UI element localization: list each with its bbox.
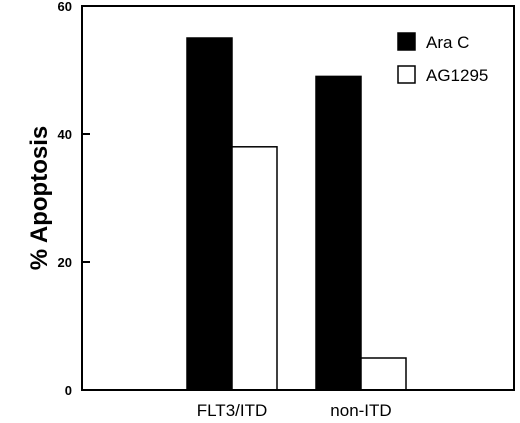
plot-frame — [81, 5, 515, 391]
legend-label-1: AG1295 — [426, 66, 488, 85]
category-labels: FLT3/ITD non-ITD — [197, 401, 392, 420]
bar-flt3-itd-ag1295 — [231, 146, 278, 391]
y-tick-label-60: 60 — [58, 0, 72, 14]
y-tick-label-0: 0 — [65, 383, 72, 398]
y-axis-ticks: 0 20 40 60 — [58, 0, 90, 398]
legend-swatch-0 — [397, 32, 416, 51]
bar-non-itd-ara-c — [315, 75, 362, 391]
y-axis-label: % Apoptosis — [26, 126, 53, 270]
y-tick-label-20: 20 — [58, 255, 72, 270]
category-label-0: FLT3/ITD — [197, 401, 268, 420]
y-tick-label-40: 40 — [58, 127, 72, 142]
bar-non-itd-ag1295 — [360, 357, 407, 391]
bars — [186, 37, 407, 391]
bar-flt3-itd-ara-c — [186, 37, 233, 391]
legend-swatch-1 — [397, 65, 416, 84]
legend: Ara C AG1295 — [397, 32, 488, 85]
category-label-1: non-ITD — [330, 401, 391, 420]
legend-label-0: Ara C — [426, 33, 469, 52]
